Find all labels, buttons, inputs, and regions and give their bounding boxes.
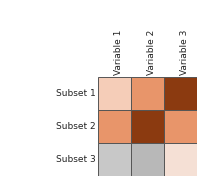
Text: Variable 3: Variable 3 xyxy=(180,30,189,75)
Bar xyxy=(131,77,164,110)
Bar xyxy=(131,143,164,176)
Bar xyxy=(164,110,197,143)
Text: Subset 3: Subset 3 xyxy=(56,155,96,164)
Bar xyxy=(131,110,164,143)
Bar xyxy=(164,143,197,176)
Text: Subset 2: Subset 2 xyxy=(56,122,96,131)
Bar xyxy=(98,110,131,143)
Bar xyxy=(98,77,131,110)
Bar xyxy=(98,143,131,176)
Text: Variable 1: Variable 1 xyxy=(114,30,123,75)
Bar xyxy=(164,77,197,110)
Text: Variable 2: Variable 2 xyxy=(147,30,156,75)
Text: Subset 1: Subset 1 xyxy=(56,89,96,98)
